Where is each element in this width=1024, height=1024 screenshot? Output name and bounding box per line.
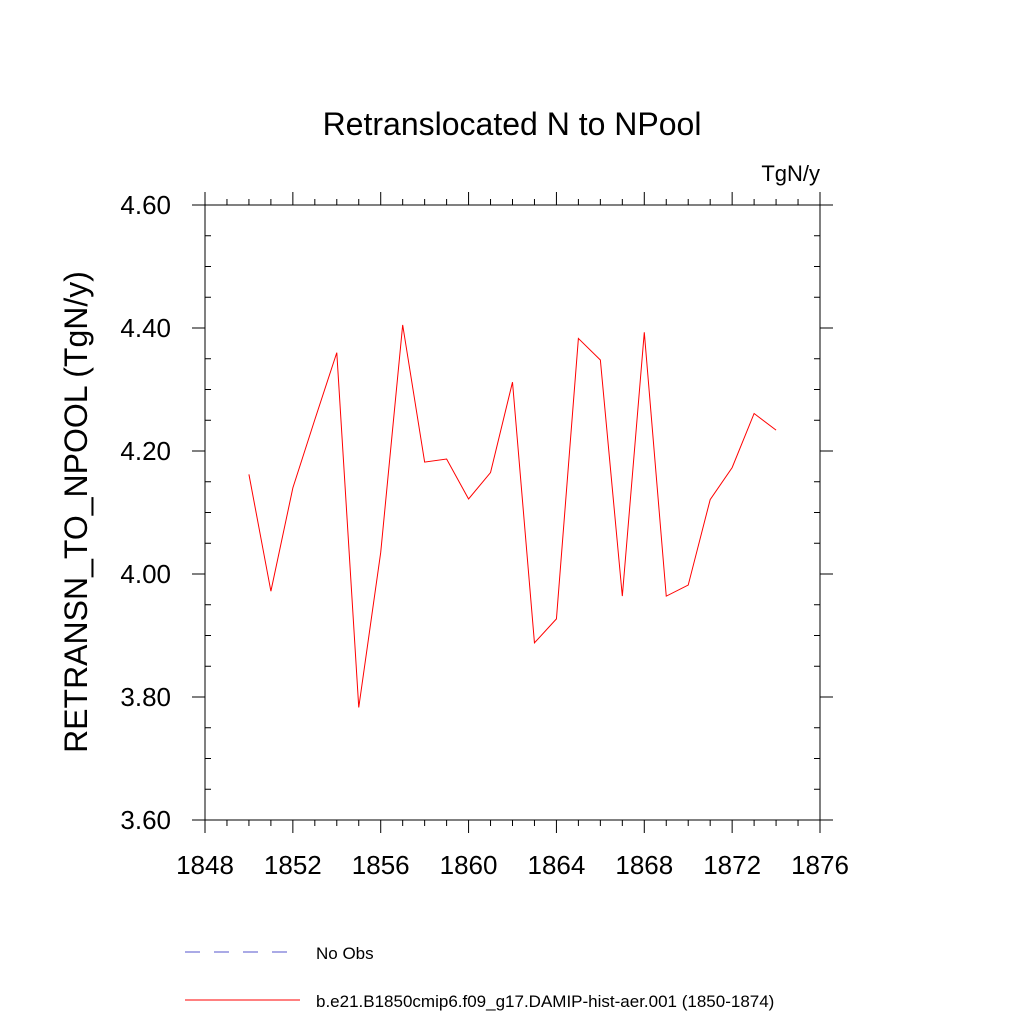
legend-label-0: No Obs	[316, 944, 374, 963]
series-lines	[248, 324, 777, 708]
y-tick-label: 4.00	[120, 559, 171, 589]
y-tick-label: 4.60	[120, 190, 171, 220]
x-tick-label: 1876	[791, 850, 849, 880]
x-tick-label: 1864	[528, 850, 586, 880]
x-tick-label: 1860	[440, 850, 498, 880]
legend-label-1: b.e21.B1850cmip6.f09_g17.DAMIP-hist-aer.…	[316, 992, 774, 1011]
legend: No Obs b.e21.B1850cmip6.f09_g17.DAMIP-his…	[185, 944, 774, 1011]
plot-frame	[204, 204, 821, 821]
x-tick-label: 1868	[615, 850, 673, 880]
y-tick-label: 4.40	[120, 313, 171, 343]
y-axis-label: RETRANSN_TO_NPOOL (TgN/y)	[58, 271, 94, 753]
x-tick-label: 1856	[352, 850, 410, 880]
x-tick-label: 1852	[264, 850, 322, 880]
y-tick-label: 4.20	[120, 436, 171, 466]
units-label: TgN/y	[761, 161, 820, 186]
y-tick-label: 3.80	[120, 682, 171, 712]
chart-title: Retranslocated N to NPool	[323, 106, 702, 142]
series-line-1	[248, 324, 777, 708]
x-tick-label: 1872	[703, 850, 761, 880]
tick-labels: 1848 1852 1856 1860 1864 1868 1872 1876 3.60 3.80…	[120, 190, 849, 880]
y-tick-label: 3.60	[120, 805, 171, 835]
axis-ticks	[192, 192, 833, 833]
x-tick-label: 1848	[176, 850, 234, 880]
